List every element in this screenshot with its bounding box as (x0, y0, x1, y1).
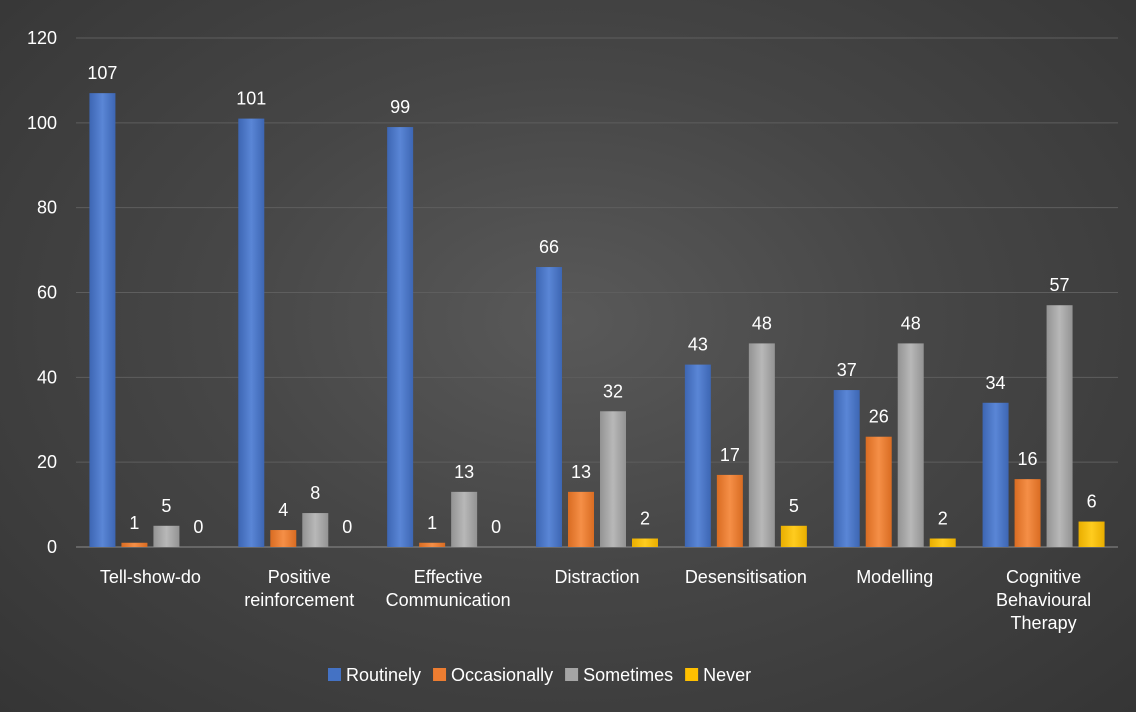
bar-sometimes (1046, 305, 1073, 547)
category-label: Cognitive Behavioural Therapy (996, 567, 1091, 633)
bar-never (929, 538, 956, 547)
category-label: Desensitisation (685, 567, 807, 587)
data-label: 26 (869, 407, 889, 427)
data-label: 48 (752, 313, 772, 333)
data-label: 101 (236, 89, 266, 109)
data-label: 1 (129, 513, 139, 533)
y-tick-label: 80 (37, 198, 57, 218)
bar-occasionally (121, 542, 148, 547)
y-axis-ticks: 0 20 40 60 80 100 120 (27, 28, 57, 557)
bar-never (780, 525, 807, 547)
bar-sometimes (153, 525, 180, 547)
data-label: 1 (427, 513, 437, 533)
bar-routinely (387, 127, 414, 547)
data-label: 13 (454, 462, 474, 482)
bar-routinely (536, 267, 562, 547)
bar-sometimes (451, 491, 478, 547)
legend-label-occasionally: Occasionally (451, 665, 553, 685)
category-label: Distraction (554, 567, 639, 587)
y-tick-label: 0 (47, 537, 57, 557)
category-label: Effective Communication (386, 567, 511, 610)
bar-routinely (238, 118, 265, 547)
data-label: 0 (193, 517, 203, 537)
y-tick-label: 120 (27, 28, 57, 48)
legend-swatch-occasionally (433, 668, 447, 681)
data-label: 99 (390, 97, 410, 117)
data-label: 6 (1087, 492, 1097, 512)
data-label: 66 (539, 237, 559, 257)
y-tick-label: 20 (37, 452, 57, 472)
data-label: 16 (1018, 449, 1038, 469)
y-tick-label: 40 (37, 367, 57, 387)
bar-never (1078, 521, 1105, 547)
bars (89, 93, 1105, 548)
x-axis-categories: Tell-show-do Positive reinforcement Effecti… (100, 567, 1091, 633)
data-label: 32 (603, 381, 623, 401)
bar-occasionally (1014, 479, 1041, 547)
bar-occasionally (568, 491, 594, 547)
bar-never (632, 538, 658, 547)
data-label: 107 (87, 63, 117, 83)
legend-label-sometimes: Sometimes (583, 665, 673, 685)
legend: Routinely Occasionally Sometimes Never (328, 665, 751, 685)
data-label: 48 (901, 313, 921, 333)
bar-routinely (89, 93, 116, 548)
bar-routinely (684, 364, 711, 547)
data-label: 17 (720, 445, 740, 465)
data-label: 5 (161, 496, 171, 516)
bar-sometimes (302, 513, 329, 547)
data-label: 5 (789, 496, 799, 516)
data-label: 2 (938, 509, 948, 529)
bar-sometimes (897, 343, 924, 547)
data-label: 37 (837, 360, 857, 380)
bar-occasionally (865, 436, 892, 547)
data-label: 0 (491, 517, 501, 537)
legend-swatch-sometimes (565, 668, 579, 681)
data-label: 2 (640, 509, 650, 529)
bar-occasionally (419, 542, 446, 547)
legend-label-routinely: Routinely (346, 665, 421, 685)
data-labels: 1071501014809911306613322431748537264823… (87, 63, 1096, 537)
data-label: 0 (342, 517, 352, 537)
legend-swatch-never (685, 668, 699, 681)
data-label: 34 (986, 373, 1006, 393)
bar-occasionally (270, 530, 297, 547)
legend-label-never: Never (703, 665, 751, 685)
data-label: 43 (688, 335, 708, 355)
bar-sometimes (600, 411, 626, 547)
bar-sometimes (748, 343, 775, 547)
bar-routinely (982, 402, 1009, 547)
data-label: 4 (278, 500, 288, 520)
category-label: Tell-show-do (100, 567, 201, 587)
category-label: Positive reinforcement (244, 567, 354, 610)
bar-routinely (833, 390, 860, 547)
data-label: 8 (310, 483, 320, 503)
y-tick-label: 60 (37, 283, 57, 303)
data-label: 57 (1050, 275, 1070, 295)
legend-swatch-routinely (328, 668, 341, 681)
data-label: 13 (571, 462, 591, 482)
category-label: Modelling (856, 567, 933, 587)
y-tick-label: 100 (27, 113, 57, 133)
gridlines (76, 37, 1118, 548)
bar-occasionally (716, 474, 743, 547)
